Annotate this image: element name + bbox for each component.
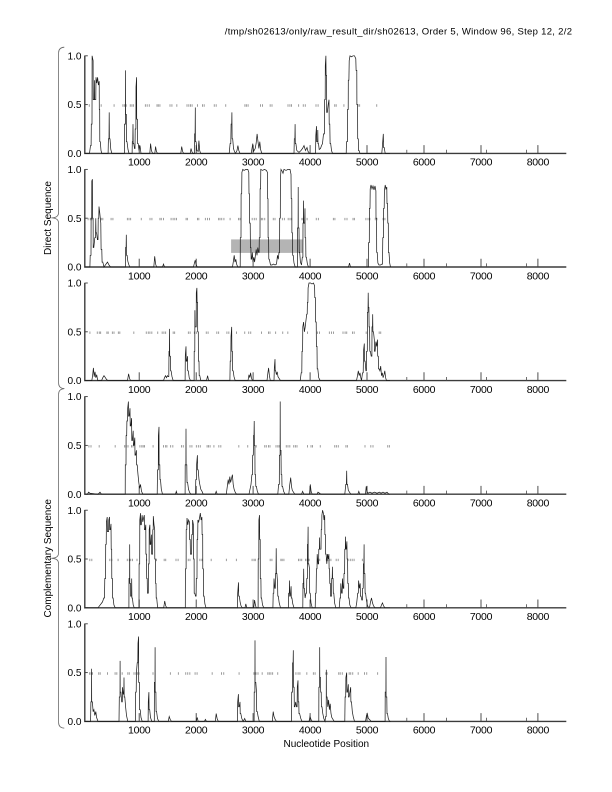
svg-text:6000: 6000	[413, 384, 436, 396]
svg-text:2000: 2000	[185, 384, 208, 396]
svg-text:5000: 5000	[356, 725, 379, 737]
svg-text:1.0: 1.0	[67, 279, 81, 290]
svg-text:3000: 3000	[242, 157, 265, 169]
svg-text:6000: 6000	[413, 157, 436, 169]
svg-text:1000: 1000	[128, 611, 151, 623]
svg-text:5000: 5000	[356, 498, 379, 510]
svg-text:6000: 6000	[413, 498, 436, 510]
svg-text:8000: 8000	[527, 725, 550, 737]
svg-text:2000: 2000	[185, 270, 208, 282]
svg-text:7000: 7000	[470, 384, 493, 396]
svg-text:5000: 5000	[356, 384, 379, 396]
svg-text:1000: 1000	[128, 157, 151, 169]
svg-text:0.0: 0.0	[67, 149, 81, 160]
svg-text:1000: 1000	[128, 384, 151, 396]
svg-text:4000: 4000	[299, 498, 322, 510]
svg-text:0.5: 0.5	[67, 441, 81, 452]
svg-text:7000: 7000	[470, 611, 493, 623]
svg-text:5000: 5000	[356, 611, 379, 623]
svg-text:4000: 4000	[299, 270, 322, 282]
svg-text:3000: 3000	[242, 498, 265, 510]
svg-text:3000: 3000	[242, 725, 265, 737]
svg-text:1.0: 1.0	[67, 165, 81, 176]
svg-text:0.5: 0.5	[67, 327, 81, 338]
svg-text:Complementary Sequence: Complementary Sequence	[43, 499, 54, 618]
svg-text:0.0: 0.0	[67, 376, 81, 387]
svg-text:0.5: 0.5	[67, 100, 81, 111]
svg-text:1000: 1000	[128, 725, 151, 737]
svg-text:1.0: 1.0	[67, 392, 81, 403]
svg-text:Nucleotide Position: Nucleotide Position	[283, 739, 369, 750]
svg-text:1000: 1000	[128, 498, 151, 510]
svg-text:7000: 7000	[470, 498, 493, 510]
svg-text:1.0: 1.0	[67, 506, 81, 517]
svg-text:5000: 5000	[356, 270, 379, 282]
svg-text:8000: 8000	[527, 157, 550, 169]
svg-text:3000: 3000	[242, 270, 265, 282]
svg-text:0.0: 0.0	[67, 603, 81, 614]
svg-text:5000: 5000	[356, 157, 379, 169]
svg-text:2000: 2000	[185, 725, 208, 737]
svg-text:0.0: 0.0	[67, 717, 81, 728]
svg-text:4000: 4000	[299, 157, 322, 169]
svg-text:7000: 7000	[470, 270, 493, 282]
svg-text:8000: 8000	[527, 270, 550, 282]
svg-text:2000: 2000	[185, 611, 208, 623]
svg-text:0.0: 0.0	[67, 263, 81, 274]
svg-text:0.5: 0.5	[67, 555, 81, 566]
svg-text:4000: 4000	[299, 611, 322, 623]
svg-text:/tmp/sh02613/only/raw_result_d: /tmp/sh02613/only/raw_result_dir/sh02613…	[225, 26, 573, 37]
svg-text:Direct Sequence: Direct Sequence	[43, 181, 54, 255]
svg-text:2000: 2000	[185, 157, 208, 169]
svg-text:7000: 7000	[470, 725, 493, 737]
svg-text:6000: 6000	[413, 725, 436, 737]
svg-text:3000: 3000	[242, 611, 265, 623]
svg-text:8000: 8000	[527, 611, 550, 623]
svg-text:1.0: 1.0	[67, 619, 81, 630]
svg-text:7000: 7000	[470, 157, 493, 169]
svg-text:8000: 8000	[527, 384, 550, 396]
svg-text:8000: 8000	[527, 498, 550, 510]
svg-text:4000: 4000	[299, 725, 322, 737]
svg-text:0.5: 0.5	[67, 214, 81, 225]
svg-text:0.5: 0.5	[67, 668, 81, 679]
svg-text:6000: 6000	[413, 611, 436, 623]
svg-text:1.0: 1.0	[67, 51, 81, 62]
svg-text:0.0: 0.0	[67, 490, 81, 501]
svg-text:3000: 3000	[242, 384, 265, 396]
svg-text:4000: 4000	[299, 384, 322, 396]
svg-text:1000: 1000	[128, 270, 151, 282]
svg-text:6000: 6000	[413, 270, 436, 282]
svg-text:2000: 2000	[185, 498, 208, 510]
